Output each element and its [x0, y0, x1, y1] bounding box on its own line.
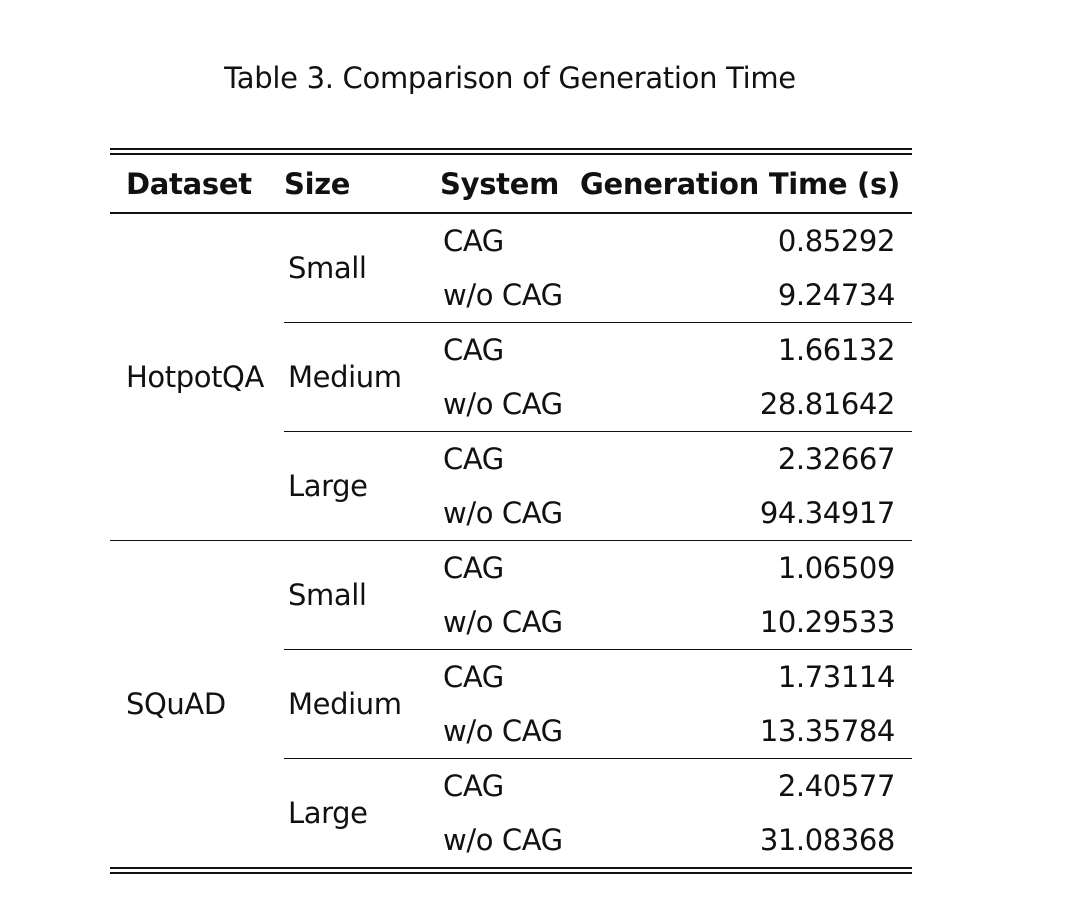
time-cell: 10.29533 — [759, 605, 896, 639]
header-system: System — [440, 155, 580, 214]
table-row: HotpotQA Small CAG 0.85292 — [110, 213, 912, 394]
dataset-cell: SQuAD — [110, 540, 284, 867]
table-caption: Table 3. Comparison of Generation Time — [224, 61, 796, 95]
system-cell: w/o CAG — [443, 823, 563, 857]
time-cell: 13.35784 — [759, 714, 896, 748]
table-row: w/o CAG 28.81642 — [110, 377, 912, 432]
time-cell: 9.24734 — [777, 278, 896, 312]
system-cell: CAG — [440, 649, 580, 704]
size-cell: Medium — [284, 322, 440, 432]
time-cell: 1.06509 — [580, 540, 912, 595]
table-row: Medium CAG 1.73114 — [110, 649, 912, 759]
header-generation-time: Generation Time (s) — [580, 155, 912, 214]
dataset-cell: HotpotQA — [126, 360, 264, 394]
system-cell: CAG — [440, 758, 580, 813]
time-cell: 31.08368 — [759, 823, 896, 857]
table-row: Large CAG 2.40577 — [110, 758, 912, 867]
size-cell: Large — [284, 431, 440, 541]
table-row: w/o CAG 94.34917 — [110, 486, 912, 541]
top-double-rule — [110, 148, 912, 155]
time-cell: 94.34917 — [759, 496, 896, 530]
time-cell: 1.66132 — [580, 322, 912, 377]
table-row: w/o CAG 10.29533 — [110, 595, 912, 650]
system-cell: w/o CAG — [443, 387, 563, 421]
system-cell: w/o CAG — [443, 496, 563, 530]
header-size: Size — [284, 155, 440, 214]
table-row: w/o CAG 13.35784 — [110, 704, 912, 759]
system-cell: w/o CAG — [443, 714, 563, 748]
system-cell: CAG — [440, 540, 580, 595]
system-cell: CAG — [440, 431, 580, 486]
table-row: w/o CAG 31.08368 — [110, 813, 912, 867]
system-cell: CAG — [443, 224, 504, 258]
time-cell: 0.85292 — [777, 224, 896, 258]
time-cell: 2.32667 — [580, 431, 912, 486]
table-grid: Dataset Size System Generation Time (s) … — [110, 155, 912, 867]
header-dataset: Dataset — [110, 155, 284, 214]
time-cell: 1.73114 — [580, 649, 912, 704]
size-cell: Small — [284, 540, 440, 650]
table-row: Large CAG 2.32667 — [110, 431, 912, 541]
time-cell: 2.40577 — [580, 758, 912, 813]
size-cell: Small — [288, 251, 367, 285]
table-row: SQuAD Small CAG 1.06509 — [110, 540, 912, 867]
size-cell: Medium — [284, 649, 440, 759]
system-cell: w/o CAG — [443, 605, 563, 639]
table-row: w/o CAG 9.24734 — [110, 268, 912, 323]
system-cell: w/o CAG — [443, 278, 563, 312]
bottom-double-rule — [110, 867, 912, 874]
time-cell: 28.81642 — [759, 387, 896, 421]
header-row: Dataset Size System Generation Time (s) — [110, 155, 912, 214]
system-cell: CAG — [440, 322, 580, 377]
table-row: Medium CAG 1.66132 — [110, 322, 912, 432]
size-cell: Large — [284, 758, 440, 867]
generation-time-table: Dataset Size System Generation Time (s) … — [110, 148, 912, 874]
